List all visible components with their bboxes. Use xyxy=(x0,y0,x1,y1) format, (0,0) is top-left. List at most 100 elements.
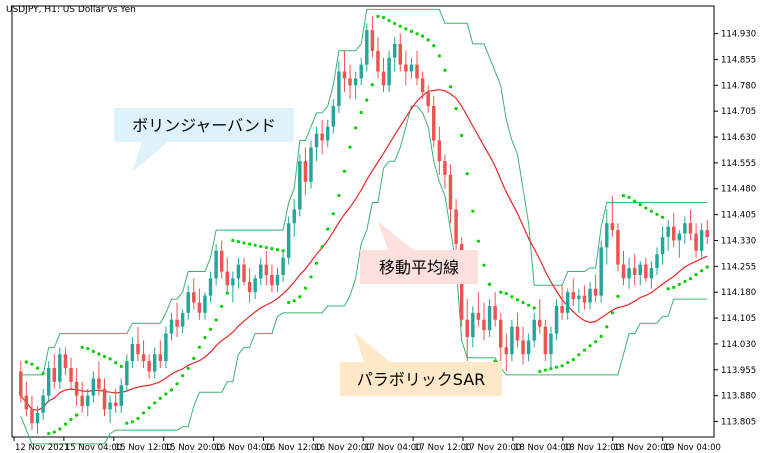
candle xyxy=(314,126,319,162)
candle xyxy=(504,333,509,372)
candle-body xyxy=(298,161,302,210)
candle xyxy=(175,302,179,338)
candle-body xyxy=(504,347,509,355)
sar-dot xyxy=(259,244,263,249)
sar-dot xyxy=(393,21,397,26)
candle-body xyxy=(577,295,581,300)
candle xyxy=(275,268,280,293)
candle-body xyxy=(253,278,257,293)
candle xyxy=(666,219,670,251)
candle xyxy=(41,388,45,420)
sar-dot xyxy=(588,344,592,348)
candle-body xyxy=(605,223,609,248)
candle-body xyxy=(259,264,263,279)
candle xyxy=(19,361,23,403)
sar-dot xyxy=(694,273,698,277)
candle-body xyxy=(41,395,45,413)
sar-dot xyxy=(220,304,224,308)
candle-body xyxy=(409,64,414,72)
candle-body xyxy=(197,302,202,313)
sar-dot xyxy=(499,290,503,294)
y-tick-label: 114.405 xyxy=(721,211,756,221)
sar-dot xyxy=(52,430,56,434)
candle xyxy=(58,347,62,389)
candle-body xyxy=(91,378,96,396)
candle-body xyxy=(225,271,230,286)
candle-body xyxy=(80,395,84,406)
x-tick-label: 18 Nov 12:00 xyxy=(564,443,621,453)
candle xyxy=(381,57,386,93)
x-tick-label: 15 Nov 04:00 xyxy=(65,443,122,453)
candle xyxy=(699,223,704,258)
sar-dot xyxy=(404,27,408,31)
candle-body xyxy=(398,43,403,65)
candle xyxy=(443,154,447,189)
sar-dot xyxy=(471,209,475,213)
candle-body xyxy=(186,292,190,313)
sar-dot xyxy=(141,411,146,415)
parabolic-sar-dots xyxy=(24,14,709,436)
candle xyxy=(169,312,174,341)
candle-body xyxy=(102,388,107,410)
candle-body xyxy=(342,71,347,79)
sar-dot xyxy=(515,298,520,302)
candle xyxy=(158,340,163,369)
candle-body xyxy=(655,254,659,269)
candle-body xyxy=(180,312,185,327)
candle-body xyxy=(30,409,34,424)
candle xyxy=(392,37,397,72)
x-tick-label: 17 Nov 04:00 xyxy=(364,443,421,453)
sar-dot xyxy=(181,374,185,378)
candle xyxy=(270,264,274,293)
candle-body xyxy=(231,278,235,286)
candle xyxy=(476,292,481,327)
candle xyxy=(231,271,235,303)
candle xyxy=(281,250,285,282)
sar-dot xyxy=(337,193,341,198)
candle xyxy=(236,257,241,289)
x-tick-label: 17 Nov 20:00 xyxy=(464,443,521,453)
candle xyxy=(426,85,430,113)
candle xyxy=(605,209,609,265)
candle xyxy=(69,357,73,389)
sar-dot xyxy=(510,295,514,299)
sar-dot xyxy=(114,361,118,365)
candle xyxy=(370,16,375,58)
callout-text: パラボリックSAR xyxy=(357,370,486,389)
sar-dot xyxy=(437,54,441,58)
sar-dot xyxy=(599,334,603,339)
candle-body xyxy=(236,264,241,279)
candle xyxy=(482,302,486,341)
candle xyxy=(454,199,458,258)
sar-dot xyxy=(214,318,218,322)
sar-dot xyxy=(644,206,648,210)
candle xyxy=(147,354,151,379)
candle xyxy=(197,288,202,320)
callout-text: ボリンジャーバンド xyxy=(132,116,276,135)
candle-body xyxy=(242,264,246,282)
sar-dot xyxy=(660,215,665,219)
candle xyxy=(632,254,637,286)
sar-dot xyxy=(102,354,107,359)
candle xyxy=(610,195,615,238)
candle xyxy=(130,337,135,369)
sar-dot xyxy=(270,247,274,251)
sar-dot xyxy=(348,145,352,149)
candle-body xyxy=(448,174,453,210)
candle xyxy=(320,119,324,155)
x-tick-label: 15 Nov 12:00 xyxy=(115,443,172,453)
candle xyxy=(638,261,642,286)
candle xyxy=(432,95,436,148)
candle-body xyxy=(264,264,269,275)
sar-dot xyxy=(432,44,436,48)
candle xyxy=(532,312,536,348)
moving-average-line xyxy=(20,88,708,411)
x-tick-label: 16 Nov 04:00 xyxy=(215,443,272,453)
candle-body xyxy=(325,126,330,141)
candle xyxy=(225,257,230,293)
sar-dot xyxy=(208,327,213,331)
y-tick-label: 114.030 xyxy=(721,340,756,350)
candle xyxy=(91,371,96,403)
sar-dot xyxy=(532,306,536,310)
candle-body xyxy=(63,354,68,369)
